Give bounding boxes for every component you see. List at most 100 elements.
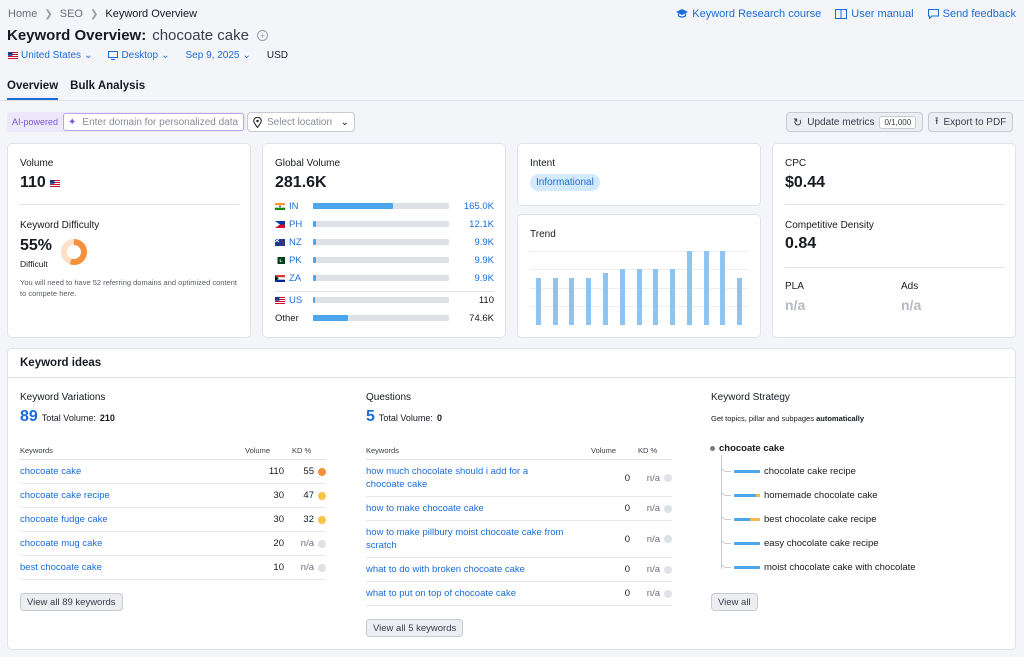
country-share-bar bbox=[313, 275, 449, 281]
questions-total-label: Total Volume: bbox=[378, 413, 433, 423]
keyword-link[interactable]: chocoate mug cake bbox=[20, 538, 103, 549]
breadcrumb-current: Keyword Overview bbox=[105, 8, 198, 20]
view-all-strategy-button[interactable]: View all bbox=[711, 593, 758, 611]
strategy-subtopic[interactable]: chocolate cake recipe bbox=[734, 466, 856, 477]
country-code[interactable]: IN bbox=[289, 200, 299, 212]
question-volume: 0 bbox=[624, 503, 630, 514]
question-kd: n/a bbox=[630, 588, 672, 599]
country-code[interactable]: PK bbox=[289, 254, 302, 266]
country-share-fill bbox=[313, 297, 315, 303]
other-label: Other bbox=[275, 312, 299, 324]
volume-card: Volume 110 Keyword Difficulty 55% Diffic… bbox=[7, 143, 251, 338]
col-kd: KD % bbox=[292, 446, 312, 455]
country-code[interactable]: PH bbox=[289, 218, 303, 230]
country-row-nz[interactable]: NZ 9.9K bbox=[275, 233, 494, 251]
manual-link[interactable]: User manual bbox=[835, 8, 914, 20]
card-divider bbox=[20, 204, 239, 205]
country-select[interactable]: United States ⌄ bbox=[8, 50, 92, 61]
trend-bar bbox=[636, 268, 642, 325]
keyword-volume: 20 bbox=[273, 538, 284, 549]
question-volume: 0 bbox=[624, 564, 630, 575]
country-row-pk[interactable]: PK 9.9K bbox=[275, 251, 494, 269]
page-title-keyword: chocoate cake bbox=[152, 27, 249, 44]
ai-powered-badge: AI-powered bbox=[12, 117, 59, 127]
density-label: Competitive Density bbox=[785, 220, 874, 231]
keyword-link[interactable]: chocoate fudge cake bbox=[20, 514, 108, 525]
strategy-subtopic[interactable]: easy chocolate cake recipe bbox=[734, 538, 879, 549]
kd-indicator-dot bbox=[318, 539, 326, 548]
country-row-us[interactable]: US 110 bbox=[275, 291, 494, 309]
card-divider bbox=[275, 291, 494, 292]
country-row-za[interactable]: ZA 9.9K bbox=[275, 269, 494, 287]
ph-flag-icon bbox=[275, 220, 285, 228]
question-link[interactable]: what to put on top of chocoate cake bbox=[366, 588, 516, 599]
country-volume[interactable]: 165.0K bbox=[463, 200, 494, 212]
view-all-questions-button[interactable]: View all 5 keywords bbox=[366, 619, 464, 637]
feedback-link[interactable]: Send feedback bbox=[927, 8, 1016, 20]
trend-bar bbox=[552, 277, 558, 325]
pk-flag-icon bbox=[275, 256, 285, 264]
feedback-icon bbox=[927, 9, 939, 19]
date-select[interactable]: Sep 9, 2025 ⌄ bbox=[185, 50, 251, 61]
nz-flag-icon bbox=[275, 238, 285, 246]
card-divider bbox=[8, 377, 1015, 378]
question-link[interactable]: what to do with broken chocoate cake bbox=[366, 564, 525, 575]
chevron-right-icon: ❯ bbox=[44, 8, 53, 20]
question-link[interactable]: how much chocolate should i add for a cho… bbox=[366, 466, 529, 490]
tab-overview[interactable]: Overview bbox=[7, 80, 59, 100]
country-row-in[interactable]: IN 165.0K bbox=[275, 197, 494, 215]
country-volume[interactable]: 12.1K bbox=[469, 218, 494, 230]
variations-count[interactable]: 89 bbox=[20, 408, 38, 425]
view-all-variations-button[interactable]: View all 89 keywords bbox=[20, 593, 123, 611]
variations-total: 210 bbox=[99, 413, 115, 423]
kd-indicator-dot bbox=[318, 563, 326, 572]
export-pdf-button[interactable]: ⭱ Export to PDF bbox=[928, 112, 1014, 132]
intent-card: Intent Informational bbox=[517, 143, 761, 206]
keyword-link[interactable]: chocoate cake bbox=[20, 466, 82, 477]
table-row: chocoate cake recipe 30 47 bbox=[20, 484, 326, 508]
country-share-fill bbox=[313, 203, 394, 209]
questions-count[interactable]: 5 bbox=[366, 408, 375, 425]
cpc-value: $0.44 bbox=[785, 174, 826, 191]
question-link[interactable]: how to make chocoate cake bbox=[366, 503, 484, 514]
kd-indicator-dot bbox=[664, 535, 672, 543]
country-code[interactable]: ZA bbox=[289, 272, 302, 284]
keyword-volume: 30 bbox=[273, 514, 284, 525]
keyword-link[interactable]: best chocoate cake bbox=[20, 562, 102, 573]
keyword-ideas-title: Keyword ideas bbox=[20, 357, 102, 369]
density-value: 0.84 bbox=[785, 235, 817, 252]
in-flag-icon bbox=[275, 202, 285, 210]
device-select[interactable]: Desktop ⌄ bbox=[108, 50, 170, 61]
country-volume[interactable]: 9.9K bbox=[474, 236, 494, 248]
tab-bulk-analysis[interactable]: Bulk Analysis bbox=[70, 80, 146, 92]
card-divider bbox=[785, 204, 1004, 205]
country-volume[interactable]: 9.9K bbox=[474, 254, 494, 266]
question-volume: 0 bbox=[624, 472, 630, 484]
question-link[interactable]: how to make pillbury moist chocoate cake… bbox=[366, 527, 564, 551]
country-row-ph[interactable]: PH 12.1K bbox=[275, 215, 494, 233]
breadcrumb-home[interactable]: Home bbox=[8, 8, 38, 20]
location-select[interactable]: Select location ⌄ bbox=[247, 112, 355, 132]
country-code[interactable]: US bbox=[289, 294, 303, 306]
country-row-other: Other 74.6K bbox=[275, 309, 494, 327]
update-metrics-button[interactable]: ↻ Update metrics 0/1,000 bbox=[786, 112, 924, 132]
intent-label: Intent bbox=[530, 158, 556, 169]
trend-bar bbox=[569, 277, 575, 325]
breadcrumb-seo[interactable]: SEO bbox=[59, 8, 83, 20]
variations-title: Keyword Variations bbox=[20, 392, 106, 403]
strategy-subtopic[interactable]: moist chocolate cake with chocolate bbox=[734, 562, 916, 573]
strategy-subtopic[interactable]: homemade chocolate cake bbox=[734, 490, 878, 501]
strategy-subtopic[interactable]: best chocolate cake recipe bbox=[734, 514, 876, 525]
update-count-badge: 0/1,000 bbox=[879, 115, 917, 129]
domain-input[interactable]: ✦ Enter domain for personalized data bbox=[63, 113, 245, 131]
country-volume[interactable]: 9.9K bbox=[474, 272, 494, 284]
add-keyword-icon[interactable]: + bbox=[256, 30, 268, 41]
country-list: IN 165.0K PH 12.1K NZ 9.9K PK 9.9K ZA 9.9K bbox=[275, 197, 494, 287]
country-share-fill bbox=[313, 239, 316, 245]
country-code[interactable]: NZ bbox=[289, 236, 302, 248]
keyword-link[interactable]: chocoate cake recipe bbox=[20, 490, 110, 501]
table-row: how much chocolate should i add for a cho… bbox=[366, 460, 672, 497]
course-link[interactable]: Keyword Research course bbox=[676, 8, 821, 20]
subtopic-volume-bar bbox=[734, 542, 760, 545]
tab-bar: Overview Bulk Analysis bbox=[7, 80, 145, 100]
